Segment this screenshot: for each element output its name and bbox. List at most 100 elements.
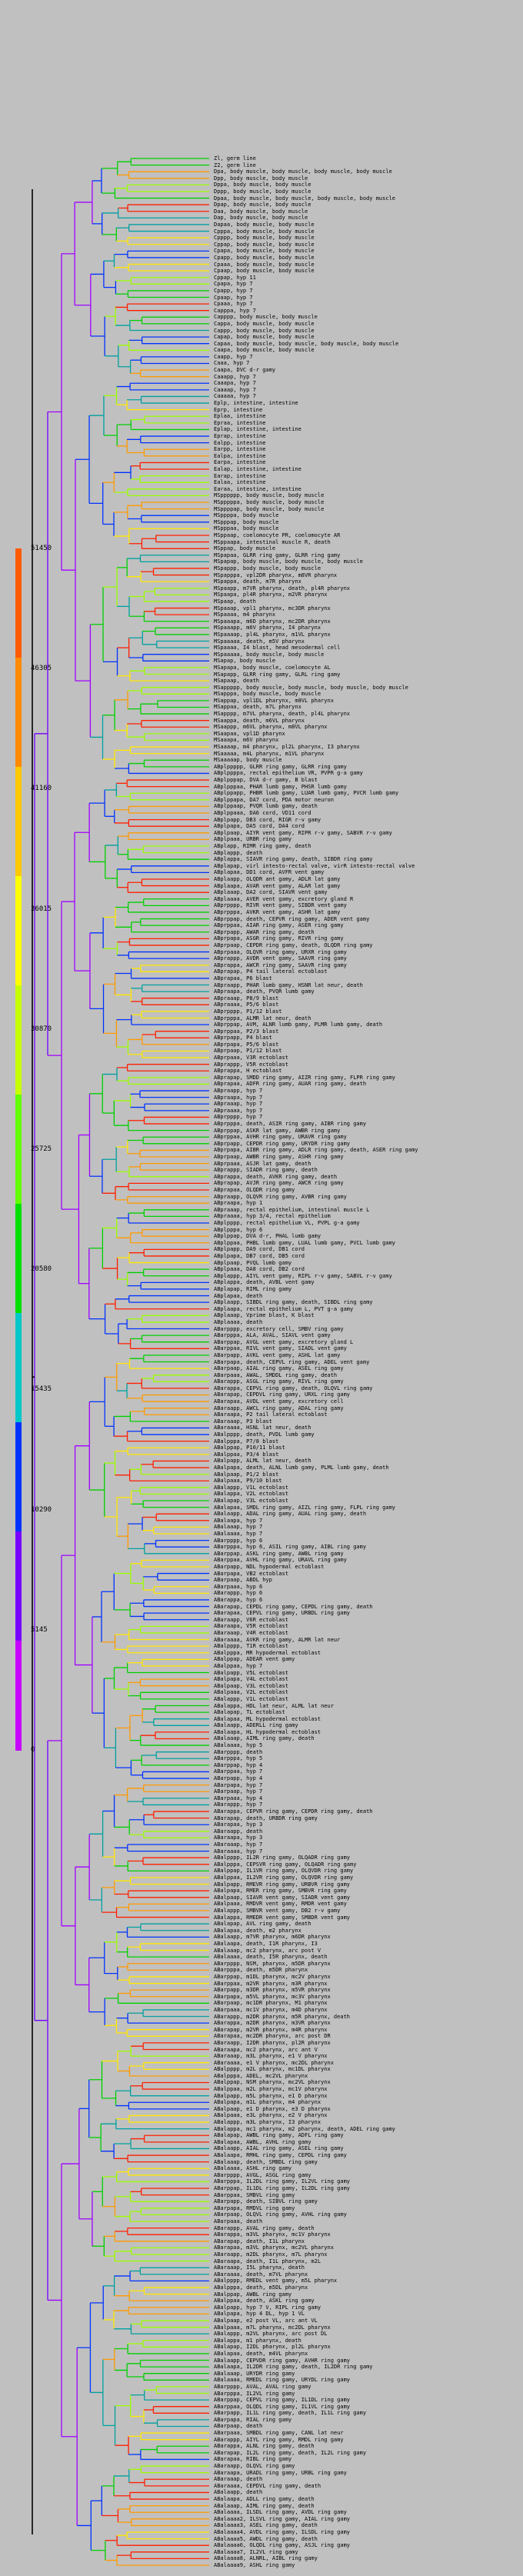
- leaf-label: ABalappa, V2L ectoblast: [214, 1491, 288, 1498]
- leaf-label: ABarpapp, death, SIBVL ring gamy: [214, 2198, 318, 2205]
- leaf-label: ABplaapa, AVAR vent gamy, ALAR lat gamy: [214, 882, 341, 889]
- leaf-label: Epraa, intestine: [214, 419, 266, 426]
- leaf-label: ABarpaaa, hyp 6: [214, 1583, 263, 1590]
- leaf-label: ABplapap, RIML ring gamy: [214, 1285, 292, 1292]
- leaf-label: ABarppaa, hyp 7: [214, 1768, 263, 1775]
- leaf-label: Cappa, body muscle, body muscle: [214, 320, 315, 327]
- leaf-label: ABalaapp, ADERLL ring gamy: [214, 1722, 298, 1729]
- color-scale-segment: [15, 1422, 22, 1532]
- leaf-label: Earap, intestine: [214, 472, 266, 479]
- leaf-label: ABalpaaa, RMDVR vent gamy, RMDR vent gam…: [214, 1901, 347, 1908]
- leaf-label: ABplpppap, DVA d-r gamy, B blast: [214, 777, 318, 784]
- leaf-label: MSapapp, GLRR ring gamy, GLRL ring gamy: [214, 671, 341, 678]
- leaf-label: MSapapa, body muscle, coelomocyte AL: [214, 664, 331, 671]
- leaf-label: Caapa, DVC d-r gamy: [214, 367, 276, 374]
- leaf-label: ABprppap, ASKR lat gamy, AWBR ring gamy: [214, 1127, 341, 1134]
- leaf-label: ABalppaa, death, ASKL ring gamy: [214, 2298, 315, 2304]
- leaf-label: MSpaaaa, I4 blast, head mesodermal cell: [214, 645, 341, 651]
- color-scale-segment: [15, 1641, 22, 1751]
- leaf-label: ABalapaa, ML hypodermal ectoblast: [214, 1715, 321, 1722]
- leaf-label: ABalpapa, m1L pharynx, m4 pharynx: [214, 2099, 321, 2106]
- leaf-label: ABplpaaa, DA8 cord, DB2 cord: [214, 1266, 305, 1273]
- leaf-label: ABalaapa, ADLL ring gamy, death: [214, 2496, 315, 2503]
- leaf-label: ABalapap, AVL ring gamy, death: [214, 1921, 311, 1928]
- leaf-label: ABalpppa, CEPSVR ring gamy, OLQADR ring …: [214, 1861, 357, 1868]
- leaf-label: MSpappa, death, m7R pharynx: [214, 578, 301, 585]
- color-scale-segment: [15, 767, 22, 877]
- leaf-label: ABarapaa, hyp 3: [214, 1821, 263, 1828]
- color-scale-segment: [15, 548, 22, 658]
- leaf-label: ABarpppp, hyp 6: [214, 1537, 263, 1544]
- leaf-label: ABplappa, death, AVBL vent gamy: [214, 1279, 315, 1286]
- leaf-label: ABalaaaa9, ASHL ring gamy: [214, 2562, 295, 2568]
- leaf-label: ABaraaaa, e1 V pharynx, mc2DL pharynx: [214, 2059, 334, 2066]
- leaf-label: ABalaapa, HL hypodermal ectoblast: [214, 1728, 321, 1735]
- leaf-label: MSappppp, body muscle, body muscle, body…: [214, 684, 408, 691]
- leaf-label: MSpaapa, pl4R pharynx, m2VR pharynx: [214, 592, 328, 598]
- color-scale-segment: [15, 985, 22, 1095]
- leaf-label: Eplap, intestine, intestine: [214, 426, 301, 433]
- leaf-label: ABprapap, AVJR ring gamy, AWCR ring gamy: [214, 1180, 344, 1187]
- leaf-label: ABprpaaa, ASJR lat gamy, death: [214, 1160, 311, 1167]
- leaf-label: ABplapp, RIMR ring gamy, death: [214, 843, 311, 849]
- leaf-label: Eplp, intestine, intestine: [214, 400, 298, 407]
- leaf-label: MSppap, body muscle: [214, 545, 276, 552]
- leaf-label: ABprpppp, P1/12 blast: [214, 1008, 282, 1015]
- leaf-label: ABalappp, V1L ectoblast: [214, 1695, 288, 1702]
- leaf-label: ABplppapp, PHBR lumb gamy, LUAR lumb gam…: [214, 790, 399, 797]
- leaf-label: ABaraapa, URADL ring gamy, URBL ring gam…: [214, 2469, 347, 2476]
- leaf-label: Dpp, body muscle, body muscle: [214, 175, 308, 182]
- leaf-label: ABprpppa, AVKR vent gamy, ASHR lat gamy: [214, 908, 341, 915]
- leaf-label: ABalpppp, RMEDL vent gamy, m5L pharynx: [214, 2278, 338, 2284]
- leaf-label: MSpppaa, body muscle: [214, 525, 279, 532]
- color-scale-tick-label: 20580: [31, 1265, 52, 1274]
- leaf-label: ABarpppp, NSM, pharynx, m5DR pharynx: [214, 1960, 331, 1967]
- leaf-label: ABalppaa, hyp 7: [214, 1662, 263, 1669]
- leaf-label: ABarappa, m3VL pharynx, mc1V pharynx: [214, 2231, 331, 2238]
- leaf-label: ABprpapa, ASGR ring gamy, RIVR ring gamy: [214, 935, 344, 942]
- leaf-label: Dpa, body muscle, body muscle, body musc…: [214, 168, 392, 175]
- leaf-label: MSaaaaa, m4L pharynx, m1VL pharynx: [214, 750, 325, 757]
- leaf-label: ABarapaa, m3VL pharynx, mc2VL pharynx: [214, 2244, 334, 2251]
- leaf-label: ABaraapp, AWCL ring gamy, ADAL ring gamy: [214, 1405, 344, 1411]
- leaf-label: ABprpapp, AWAR ring gamy, death: [214, 928, 315, 935]
- leaf-label: MSppppa, body muscle: [214, 512, 279, 519]
- leaf-label: ABprappa, death, AVKR ring gamy, death: [214, 1173, 338, 1180]
- leaf-label: Eprp, intestine: [214, 406, 263, 413]
- leaf-label: ABalpaap, e1 D pharynx, e3 D pharynx: [214, 2105, 331, 2112]
- leaf-label: Dppp, body muscle, body muscle: [214, 188, 311, 195]
- leaf-label: MSaaapa, m6V pharynx: [214, 737, 279, 744]
- leaf-label: ABarapaa, CEPVL ring gamy, URBDL ring ga…: [214, 1610, 351, 1617]
- leaf-label: ABalaapp, ADAL ring gamy, AUAL ring gamy…: [214, 1511, 367, 1518]
- color-scale-tick-label: 30870: [31, 1025, 52, 1033]
- leaf-label: ABprpaap, P1/12 blast: [214, 1048, 282, 1055]
- leaf-label: ABprppap, death, CEPVR ring gamy, ADER v…: [214, 915, 370, 922]
- leaf-label: ABarpapa, VB2 ectoblast: [214, 1570, 288, 1577]
- leaf-label: ABalaapa, death, I1R pharynx, I3: [214, 1940, 318, 1947]
- leaf-label: ABalpaaa, m7L pharynx, mc2DL pharynx: [214, 2324, 331, 2331]
- leaf-label: ABarappp, hyp 7: [214, 1801, 263, 1808]
- leaf-label: ABalaaaa6, OLQDL ring gamy, ASJL ring ga…: [214, 2542, 351, 2549]
- leaf-label: Caapp, hyp 7: [214, 353, 253, 360]
- leaf-label: ABarpapp, hyp 4: [214, 1775, 263, 1782]
- leaf-label: ABarappp, AIYL ring gamy, RMDL ring gamy: [214, 2436, 344, 2443]
- leaf-label: ABarpppa, IL2VL ring gamy: [214, 2390, 295, 2397]
- leaf-label: ABarpppa, ALA, AVAL, SIAVL vent gamy: [214, 1332, 331, 1339]
- leaf-label: ABarpppp, AVAL, AVAL ring gamy: [214, 2383, 311, 2390]
- leaf-label: MSpaap, death: [214, 598, 256, 605]
- leaf-label: ABpraaap, P8/9 blast: [214, 995, 279, 1001]
- leaf-label: ABarppap, ASKL ring gamy, AWBL ring gamy: [214, 1550, 344, 1557]
- leaf-label: ABarpaap, death: [214, 2423, 263, 2430]
- leaf-label: ABarpaap, hyp 7: [214, 1788, 263, 1795]
- leaf-label: ABplpapa, DB7 cord, DB5 cord: [214, 1252, 305, 1259]
- leaf-label: ABalapaa, death, m4VL pharynx: [214, 2350, 308, 2357]
- leaf-label: ABplppapa, DA7 cord, PDA motor neuron: [214, 796, 334, 803]
- leaf-label: MSappap, vpl1DL pharynx, m8VL pharynx: [214, 697, 334, 704]
- leaf-label: ABalppaa, P3/4 blast: [214, 1451, 279, 1458]
- leaf-label: ABalpaap, V3L ectoblast: [214, 1682, 288, 1689]
- leaf-label: ABarapap, CEPDVL ring gamy, URXL ring ga…: [214, 1391, 351, 1398]
- leaf-label: ABarpaap, ABDL hyp: [214, 1577, 272, 1584]
- leaf-label: Caaapp, hyp 7: [214, 373, 256, 380]
- leaf-label: ABaraapa, hyp 3: [214, 1835, 263, 1841]
